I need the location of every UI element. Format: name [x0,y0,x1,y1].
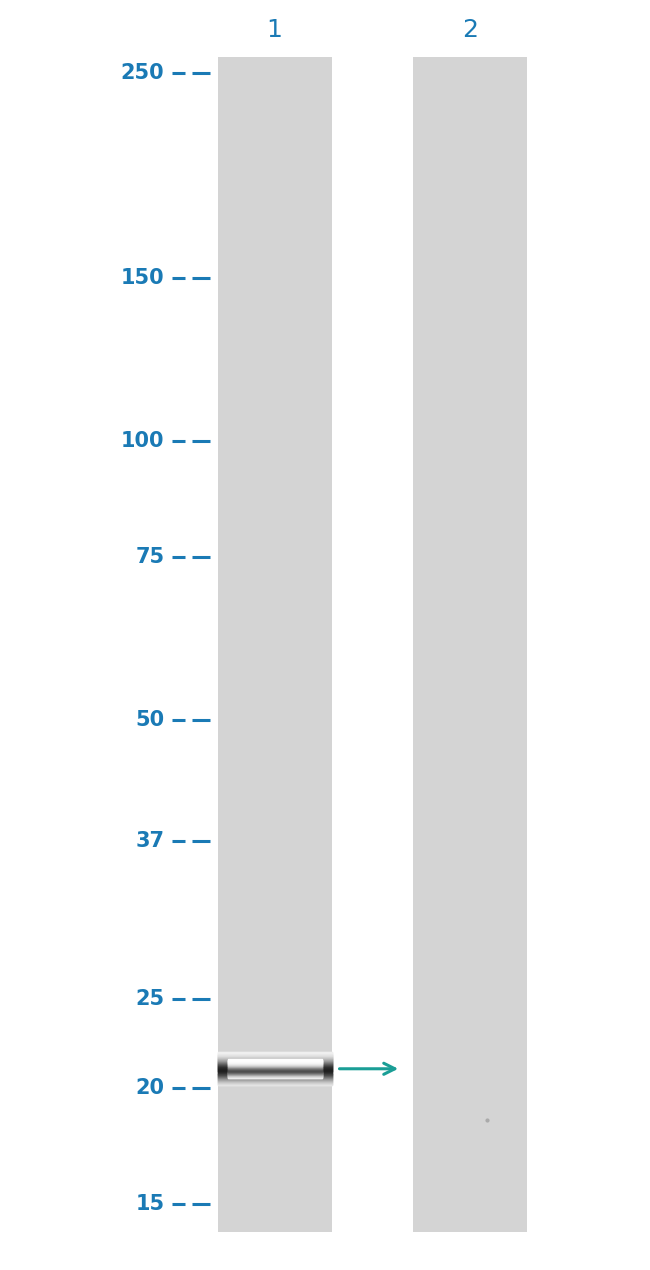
Text: 50: 50 [135,710,164,730]
Bar [413,57,526,1232]
Text: 250: 250 [121,64,164,83]
Text: 75: 75 [135,547,164,566]
Bar [218,57,332,1232]
Text: 37: 37 [135,831,164,851]
Text: 15: 15 [135,1194,164,1214]
Text: 25: 25 [135,988,164,1008]
Text: 1: 1 [266,18,283,42]
Text: 150: 150 [121,268,164,288]
Text: 100: 100 [121,432,164,451]
Text: 20: 20 [135,1078,164,1099]
Text: 2: 2 [462,18,478,42]
